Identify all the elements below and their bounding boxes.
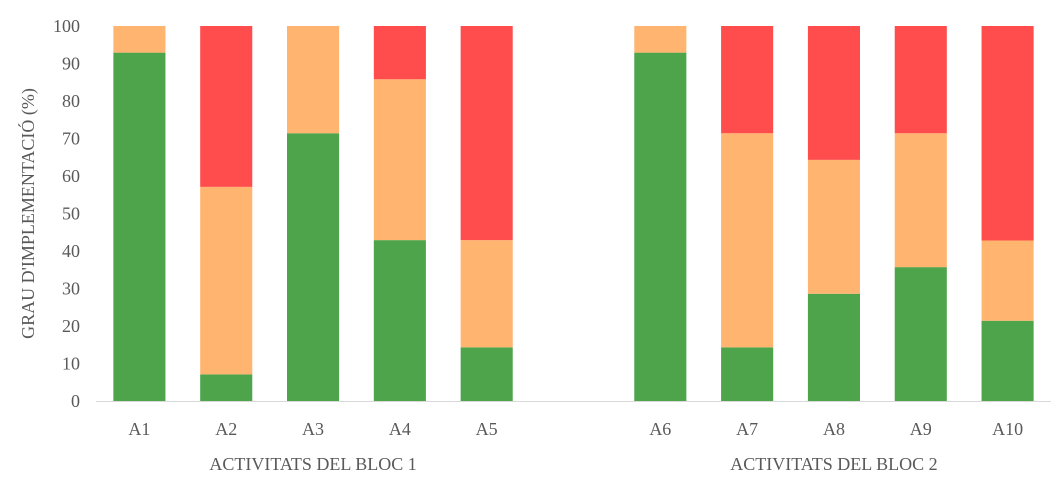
- bar-segment: [460, 240, 513, 348]
- x-tick-label: A9: [910, 419, 932, 439]
- y-tick-label: 30: [62, 279, 80, 299]
- bar-segment: [634, 26, 687, 53]
- bar-segment: [200, 26, 253, 187]
- y-tick-label: 40: [62, 241, 80, 261]
- y-tick-label: 60: [62, 166, 80, 186]
- bars: [113, 26, 1034, 401]
- bar-segment: [287, 133, 340, 401]
- x-group-label: ACTIVITATS DEL BLOC 1: [209, 454, 416, 474]
- bar-segment: [807, 26, 860, 160]
- y-tick-label: 10: [62, 354, 80, 374]
- x-tick-label: A2: [215, 419, 237, 439]
- bar-segment: [287, 26, 340, 134]
- x-tick-label: A4: [389, 419, 411, 439]
- bar-segment: [807, 159, 860, 294]
- y-axis-ticks: 0 10 20 30 40 50 60 70 80 90 100: [53, 16, 80, 411]
- bar-segment: [373, 240, 426, 401]
- x-tick-label: A6: [649, 419, 671, 439]
- bar-segment: [721, 133, 774, 348]
- y-tick-label: 0: [71, 391, 80, 411]
- bar-segment: [981, 26, 1034, 241]
- x-tick-label: A5: [476, 419, 498, 439]
- y-tick-label: 90: [62, 54, 80, 74]
- y-axis-title: GRAU D'IMPLEMENTACIÓ (%): [17, 88, 39, 339]
- y-tick-label: 100: [53, 16, 80, 36]
- y-tick-label: 50: [62, 204, 80, 224]
- bar-segment: [981, 240, 1034, 321]
- y-tick-label: 70: [62, 129, 80, 149]
- bar-segment: [373, 79, 426, 241]
- bar-segment: [634, 52, 687, 401]
- bar-segment: [460, 26, 513, 241]
- y-tick-label: 20: [62, 316, 80, 336]
- x-tick-label: A10: [992, 419, 1023, 439]
- bar-segment: [981, 320, 1034, 401]
- bar-segment: [721, 26, 774, 134]
- x-tick-label: A1: [128, 419, 150, 439]
- bar-segment: [807, 293, 860, 401]
- x-tick-label: A8: [823, 419, 845, 439]
- x-group-labels: ACTIVITATS DEL BLOC 1 ACTIVITATS DEL BLOC…: [209, 454, 937, 474]
- bar-segment: [200, 186, 253, 375]
- x-tick-label: A7: [736, 419, 758, 439]
- bar-segment: [373, 26, 426, 80]
- bar-segment: [721, 347, 774, 401]
- y-tick-label: 80: [62, 91, 80, 111]
- x-tick-label: A3: [302, 419, 324, 439]
- bar-segment: [460, 347, 513, 401]
- bar-segment: [894, 133, 947, 268]
- bar-segment: [113, 52, 166, 401]
- bar-segment: [894, 267, 947, 401]
- x-group-label: ACTIVITATS DEL BLOC 2: [730, 454, 937, 474]
- bar-segment: [894, 26, 947, 134]
- bar-segment: [200, 374, 253, 401]
- x-axis-ticks: A1 A2 A3 A4 A5 A6 A7 A8 A9 A10: [128, 419, 1023, 439]
- bar-segment: [113, 26, 166, 53]
